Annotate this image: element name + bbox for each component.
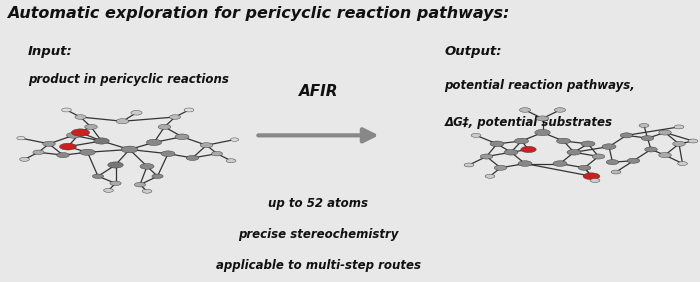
Circle shape [17,136,25,140]
Text: applicable to multi-step routes: applicable to multi-step routes [216,259,421,272]
Circle shape [92,174,104,179]
Text: Input:: Input: [28,45,73,58]
Circle shape [536,116,549,121]
Circle shape [611,170,621,174]
Circle shape [639,124,649,127]
Circle shape [140,164,154,169]
Circle shape [659,153,671,158]
Circle shape [583,173,600,180]
Circle shape [108,162,123,168]
Circle shape [518,161,532,166]
Circle shape [71,129,90,136]
Text: product in pericyclic reactions: product in pericyclic reactions [28,73,229,86]
Circle shape [184,108,194,112]
Circle shape [175,134,189,140]
Circle shape [485,174,495,178]
Circle shape [20,157,29,161]
Circle shape [627,158,640,163]
Text: ΔG‡, potential substrates: ΔG‡, potential substrates [444,116,612,129]
Circle shape [494,165,507,170]
Circle shape [158,124,171,129]
Circle shape [567,149,581,155]
Text: AFIR: AFIR [299,84,338,99]
Circle shape [152,174,163,179]
Circle shape [80,149,95,155]
Circle shape [33,150,44,155]
Circle shape [535,129,550,136]
Circle shape [104,188,113,192]
Circle shape [62,108,71,112]
Text: precise stereochemistry: precise stereochemistry [238,228,399,241]
Circle shape [94,138,109,144]
Text: Output:: Output: [444,45,502,58]
Circle shape [521,146,536,153]
Circle shape [60,143,76,150]
Circle shape [659,130,671,135]
Circle shape [116,119,129,124]
Circle shape [553,161,567,166]
Circle shape [581,141,595,147]
Circle shape [200,143,213,148]
Circle shape [678,162,687,166]
Circle shape [688,139,698,143]
Circle shape [514,138,528,144]
Circle shape [66,133,80,138]
Circle shape [186,155,199,160]
Circle shape [556,138,570,144]
Circle shape [57,153,69,158]
Circle shape [504,149,518,155]
Text: up to 52 atoms: up to 52 atoms [269,197,368,210]
Circle shape [519,108,531,112]
Circle shape [645,147,657,152]
Circle shape [211,151,223,156]
Circle shape [43,141,55,146]
Circle shape [602,144,616,149]
Circle shape [464,163,474,167]
Circle shape [590,179,600,182]
Circle shape [578,165,591,170]
Circle shape [606,160,619,165]
Text: Automatic exploration for pericyclic reaction pathways:: Automatic exploration for pericyclic rea… [7,6,510,21]
Circle shape [554,108,566,112]
Circle shape [146,139,162,146]
Circle shape [230,138,239,141]
Circle shape [161,151,175,157]
Circle shape [75,115,86,119]
Circle shape [131,111,142,115]
Text: potential reaction pathways,: potential reaction pathways, [444,79,636,92]
Circle shape [673,141,685,146]
Circle shape [480,154,493,159]
Circle shape [620,133,633,138]
Circle shape [134,182,146,187]
Circle shape [110,181,121,186]
Circle shape [592,154,605,159]
Circle shape [226,159,236,163]
Circle shape [641,136,654,141]
Circle shape [142,189,152,193]
Circle shape [674,125,684,129]
Circle shape [85,124,97,129]
Circle shape [490,141,504,147]
Circle shape [471,133,481,137]
Circle shape [169,115,181,119]
Circle shape [121,146,138,153]
